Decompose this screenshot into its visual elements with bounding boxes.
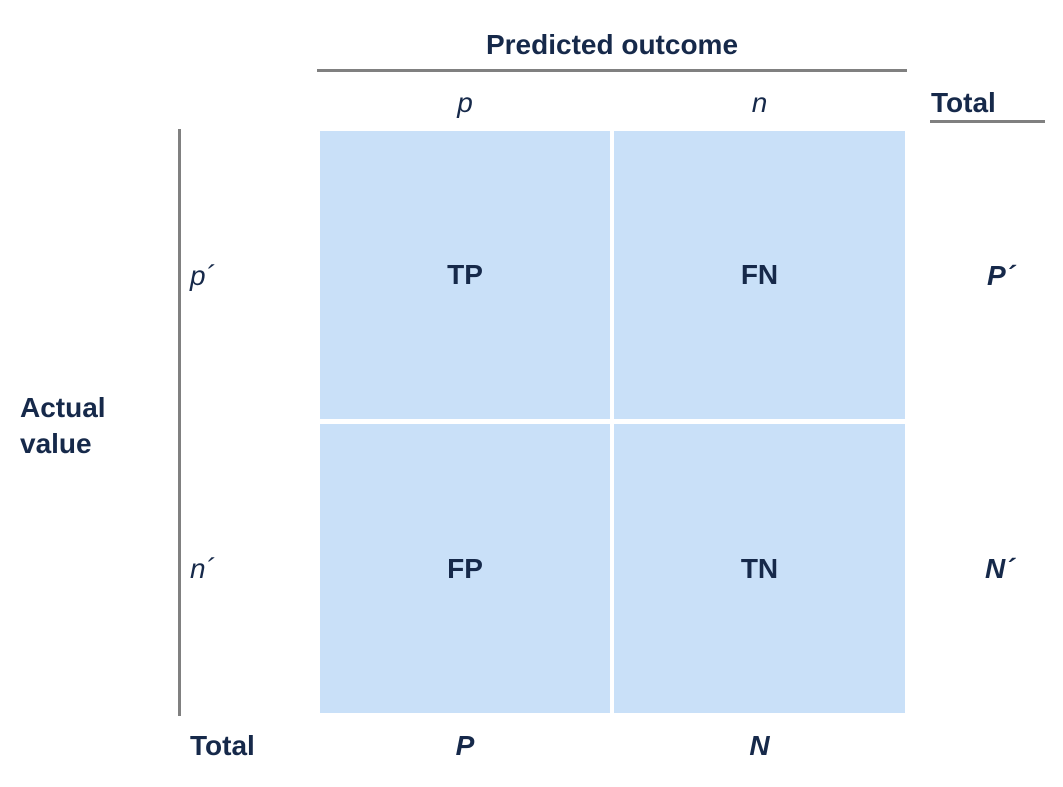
cell-tn-label: TN — [740, 552, 779, 584]
row-total-n-prime: N´ — [985, 553, 1015, 584]
cell-false-negative: FN — [614, 131, 905, 419]
cell-tp-label: TP — [447, 259, 483, 290]
cell-false-positive: FP — [320, 424, 610, 713]
column-label-n: n — [751, 87, 768, 118]
cell-true-negative: TN — [614, 424, 905, 713]
row-label-n-prime: n´ — [190, 553, 215, 584]
total-column-header: Total — [931, 87, 996, 118]
row-total-p-prime: P´ — [987, 260, 1015, 291]
row-label-p-prime: p´ — [190, 260, 215, 291]
cell-fp-label: FP — [447, 552, 483, 584]
actual-value-label-line2: value — [20, 428, 92, 459]
predicted-outcome-title: Predicted outcome — [485, 29, 739, 60]
column-total-p: P — [455, 730, 475, 761]
predicted-outcome-rule — [317, 69, 907, 72]
cell-true-positive: TP — [320, 131, 610, 419]
actual-value-rule — [178, 129, 181, 716]
cell-fn-label: FN — [740, 259, 779, 290]
total-column-rule — [930, 120, 1045, 123]
actual-value-label-line1: Actual — [20, 392, 106, 423]
total-row-label: Total — [190, 730, 255, 761]
actual-value-label: Actual value — [20, 390, 106, 462]
column-label-p: p — [457, 87, 473, 118]
column-total-n: N — [749, 730, 770, 761]
